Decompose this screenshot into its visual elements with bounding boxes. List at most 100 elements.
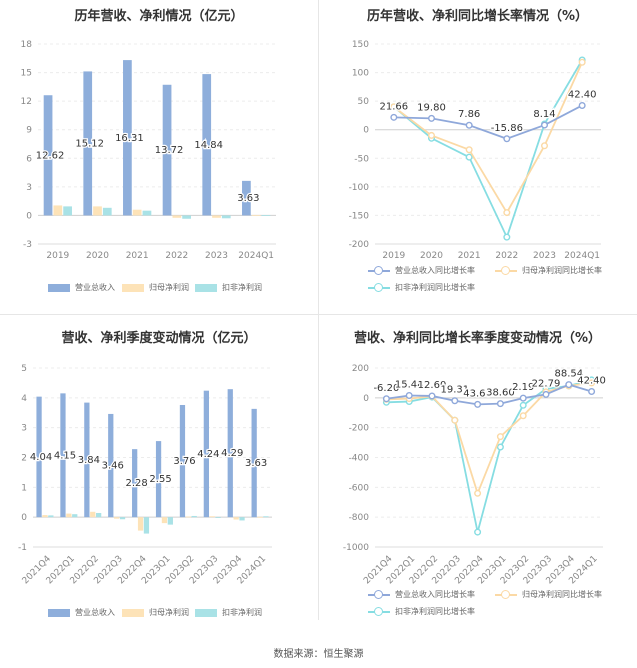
x-tick-label: 2020 — [420, 251, 443, 261]
bar-value-label: 2.28 — [126, 478, 148, 489]
series-point — [503, 233, 511, 241]
legend-item[interactable]: 扣非净利润 — [195, 607, 262, 618]
y-tick-label: -800 — [349, 513, 370, 523]
y-tick-label: 3 — [21, 424, 27, 434]
series-point — [465, 153, 473, 161]
bar — [233, 517, 239, 520]
y-tick-label: 0 — [26, 211, 32, 221]
series-line — [386, 383, 592, 406]
legend-item[interactable]: 扣非净利润同比增长率 — [368, 282, 475, 293]
chart-svg: -1000-800-600-400-20002002021Q42022Q1202… — [343, 364, 607, 586]
x-tick-label: 2024Q1 — [238, 251, 274, 261]
bar — [36, 396, 42, 518]
bar — [132, 449, 138, 518]
legend-swatch — [368, 606, 390, 617]
bar — [203, 390, 209, 518]
legend-swatch — [368, 282, 390, 293]
bar — [212, 215, 221, 218]
bar — [60, 393, 66, 518]
bar — [119, 517, 126, 520]
legend-item[interactable]: 归母净利润 — [122, 282, 189, 293]
bar — [251, 214, 261, 216]
y-tick-label: 100 — [352, 69, 369, 79]
legend-swatch — [122, 283, 144, 292]
series-point — [474, 528, 482, 536]
point-value-label: 21.66 — [380, 101, 409, 112]
y-tick-label: 15 — [21, 69, 32, 79]
series-point — [503, 135, 511, 143]
series-point — [428, 392, 436, 400]
series-point — [565, 381, 573, 389]
legend-label: 归母净利润同比增长率 — [522, 266, 602, 275]
series-point — [578, 101, 586, 109]
y-tick-label: 5 — [21, 364, 27, 374]
point-value-label: -6.20 — [373, 383, 399, 394]
legend-swatch — [195, 283, 217, 292]
series-point — [474, 400, 482, 408]
panel-divider-vertical — [318, 0, 319, 620]
y-tick-label: 3 — [26, 183, 32, 193]
y-tick-label: -50 — [354, 154, 369, 164]
legend-item[interactable]: 营业总收入同比增长率 — [368, 265, 475, 276]
series-point — [465, 121, 473, 129]
series-point — [503, 209, 511, 217]
bar — [263, 516, 269, 518]
legend-label: 营业总收入同比增长率 — [395, 590, 475, 599]
series-point — [540, 121, 548, 129]
bar — [161, 517, 168, 524]
y-tick-label: -100 — [349, 183, 370, 193]
bar-value-label: 3.84 — [78, 455, 100, 466]
bar — [215, 517, 221, 518]
y-tick-label: 1 — [21, 483, 27, 493]
bar-value-label: 4.04 — [30, 452, 52, 463]
series-point — [451, 416, 459, 424]
bar — [251, 408, 257, 518]
legend-item[interactable]: 营业总收入 — [48, 282, 115, 293]
bar — [93, 206, 102, 216]
bar — [261, 215, 271, 216]
legend-label: 归母净利润 — [149, 283, 189, 292]
legend-item[interactable]: 扣非净利润同比增长率 — [368, 606, 475, 617]
series-point — [382, 395, 390, 403]
y-tick-label: 6 — [26, 154, 32, 164]
legend-item[interactable]: 归母净利润同比增长率 — [495, 265, 602, 276]
legend-swatch — [195, 608, 217, 617]
bar — [96, 512, 102, 518]
series-point — [451, 397, 459, 405]
bar-value-label: 15.12 — [75, 138, 104, 149]
y-tick-label: -200 — [349, 424, 370, 434]
bar — [137, 517, 144, 531]
point-value-label: 19.31 — [440, 385, 469, 396]
chart-title: 营收、净利季度变动情况（亿元） — [61, 331, 257, 346]
point-value-label: 2.19 — [512, 382, 534, 393]
bar — [102, 207, 112, 216]
series-point — [496, 443, 504, 451]
legend-item[interactable]: 营业总收入同比增长率 — [368, 589, 475, 600]
legend-item[interactable]: 归母净利润同比增长率 — [495, 589, 602, 600]
legend-label: 扣非净利润同比增长率 — [395, 607, 475, 616]
y-tick-label: -1000 — [343, 543, 369, 553]
series-point — [519, 401, 527, 409]
bar — [179, 404, 186, 518]
y-tick-label: 0 — [363, 126, 369, 136]
x-tick-label: 2022 — [165, 251, 188, 261]
legend-item[interactable]: 归母净利润 — [122, 607, 189, 618]
bar — [63, 206, 72, 216]
bar — [172, 215, 182, 218]
bar — [66, 513, 72, 518]
bar — [202, 74, 212, 216]
y-tick-label: 200 — [352, 364, 369, 374]
bar-value-label: 14.84 — [194, 140, 223, 151]
series-point — [496, 433, 504, 441]
legend-swatch — [495, 589, 517, 600]
point-value-label: -15.86 — [491, 123, 523, 134]
bar — [43, 95, 53, 216]
point-value-label: 19.80 — [417, 102, 446, 113]
legend-item[interactable]: 营业总收入 — [48, 607, 115, 618]
legend-label: 归母净利润同比增长率 — [522, 590, 602, 599]
legend-item[interactable]: 扣非净利润 — [195, 282, 262, 293]
x-tick-label: 2021 — [458, 251, 481, 261]
bar-value-label: 3.76 — [173, 456, 195, 467]
bar — [123, 60, 132, 216]
y-tick-label: 150 — [352, 40, 369, 50]
